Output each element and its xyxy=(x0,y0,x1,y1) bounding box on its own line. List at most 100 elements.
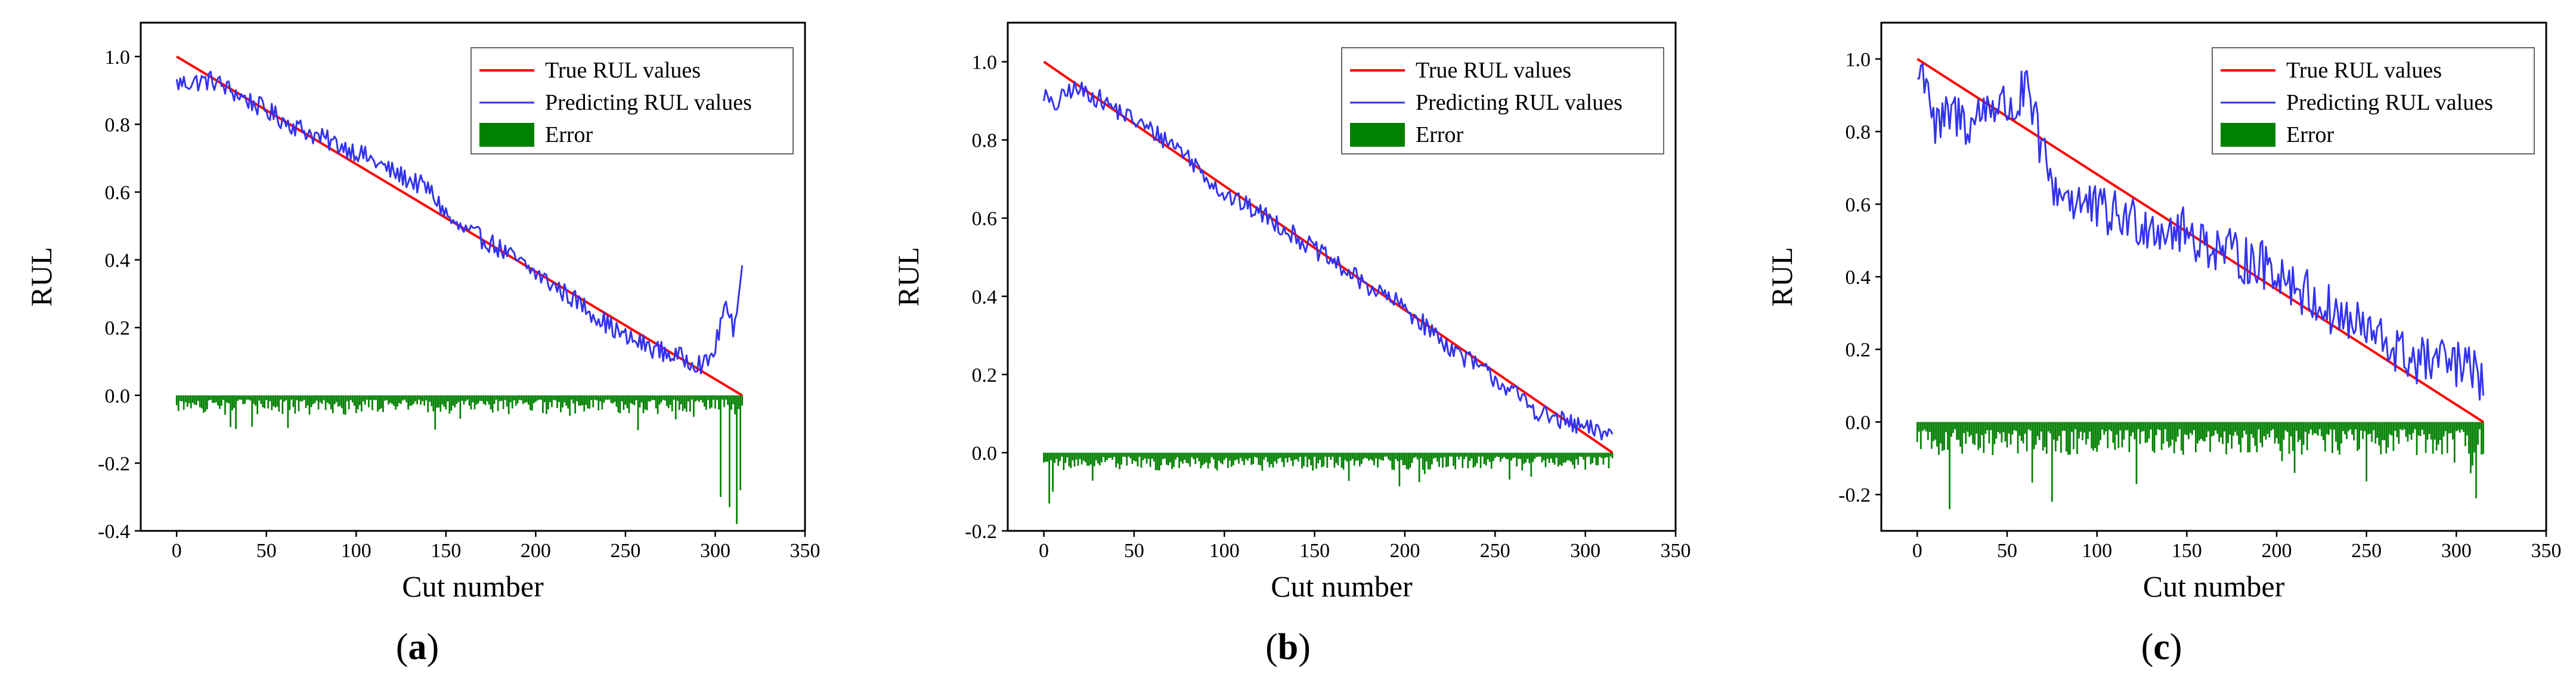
error-bar xyxy=(1205,452,1208,463)
error-bar xyxy=(610,395,612,403)
error-bar xyxy=(1544,452,1547,468)
error-bar xyxy=(1252,452,1255,465)
error-bar xyxy=(716,395,718,400)
error-bar xyxy=(2148,422,2150,439)
error-bar xyxy=(2475,422,2477,499)
error-bar xyxy=(181,395,183,401)
error-bar xyxy=(1106,452,1108,460)
error-bar xyxy=(1600,452,1603,459)
error-bar xyxy=(1225,452,1227,458)
error-bar xyxy=(1138,452,1141,457)
error-bar xyxy=(2340,422,2342,444)
error-bar xyxy=(179,395,181,401)
error-bar xyxy=(1553,452,1556,465)
error-bar xyxy=(1191,452,1193,457)
error-bar xyxy=(1942,422,1943,451)
error-bar xyxy=(730,395,732,410)
error-bar xyxy=(1916,422,1918,442)
error-bar xyxy=(317,395,320,410)
x-tick-label: 150 xyxy=(1299,540,1330,562)
error-bar xyxy=(246,395,247,400)
error-bar xyxy=(1250,452,1253,465)
error-bar xyxy=(696,395,698,401)
error-bar xyxy=(1981,422,1983,435)
y-tick-label: 0.0 xyxy=(1846,412,1871,434)
error-bar xyxy=(2103,422,2106,435)
error-bar xyxy=(2306,422,2308,450)
error-bar xyxy=(1371,452,1373,461)
error-bar xyxy=(1921,422,1924,431)
error-bar xyxy=(287,395,289,428)
error-bar xyxy=(2464,422,2466,446)
legend: True RUL values Predicting RUL values Erro… xyxy=(470,47,794,154)
error-bar xyxy=(1348,452,1350,481)
legend-entry-label: Predicting RUL values xyxy=(2286,90,2493,115)
error-bar xyxy=(1357,452,1359,460)
y-tick-label: 0.0 xyxy=(105,385,131,407)
error-bar xyxy=(2033,422,2035,450)
error-bar xyxy=(2199,422,2200,441)
error-bar xyxy=(1959,422,1961,447)
error-bar xyxy=(1283,452,1285,467)
error-bar xyxy=(502,395,504,409)
error-bar xyxy=(1541,452,1543,463)
error-bar xyxy=(2437,422,2439,445)
error-bar xyxy=(1089,452,1092,465)
error-bar xyxy=(1575,452,1577,460)
error-bar xyxy=(1539,452,1541,457)
error-bar xyxy=(546,395,547,415)
error-bar xyxy=(1103,452,1104,457)
error-bar xyxy=(1209,452,1211,464)
error-bars xyxy=(1916,422,2484,509)
error-bar xyxy=(674,395,677,420)
error-bar xyxy=(1559,452,1561,465)
error-bar xyxy=(1925,422,1927,432)
error-bar xyxy=(2052,422,2055,440)
error-bar xyxy=(1095,452,1097,460)
error-bar xyxy=(353,395,355,406)
x-tick-label: 50 xyxy=(1997,540,2017,562)
error-bar xyxy=(491,395,494,413)
error-bar xyxy=(402,395,404,401)
error-bar xyxy=(2311,422,2314,435)
error-bar xyxy=(2001,422,2003,443)
error-bar xyxy=(2450,422,2452,434)
error-bar xyxy=(188,395,190,404)
error-bar xyxy=(2002,422,2005,432)
error-bar xyxy=(1223,452,1225,460)
error-bar xyxy=(1277,452,1280,459)
legend-entry-label: True RUL values xyxy=(1416,58,1571,83)
error-bar xyxy=(2121,422,2123,448)
error-bar xyxy=(431,395,433,406)
error-bar xyxy=(1113,452,1115,457)
error-bar xyxy=(1059,452,1061,462)
error-bar xyxy=(2112,422,2114,443)
error-bar xyxy=(1314,452,1315,457)
error-bar xyxy=(1458,452,1460,460)
error-bar xyxy=(729,395,730,508)
error-bar xyxy=(1351,452,1354,459)
error-bar xyxy=(1131,452,1134,464)
error-bar xyxy=(2155,422,2157,435)
error-bar xyxy=(1979,422,1981,448)
error-bar xyxy=(2322,422,2324,441)
y-tick-label: 0.2 xyxy=(972,364,998,387)
error-bar xyxy=(2229,422,2231,435)
error-bar xyxy=(1570,452,1572,462)
error-bar xyxy=(1943,422,1945,450)
error-bar xyxy=(479,395,481,401)
error-bar xyxy=(217,395,219,406)
error-bar xyxy=(1566,452,1568,460)
error-bar xyxy=(1604,452,1606,458)
error-bar xyxy=(1956,422,1958,440)
error-bar xyxy=(658,395,661,405)
error-bar xyxy=(1527,452,1529,459)
error-bar xyxy=(2035,422,2037,445)
error-bar xyxy=(2258,422,2260,430)
error-bar xyxy=(2364,422,2366,431)
error-bar xyxy=(649,395,652,401)
error-bar xyxy=(2224,422,2225,432)
error-bar xyxy=(2401,422,2404,431)
error-bar xyxy=(330,395,332,410)
error-bar xyxy=(569,395,571,416)
